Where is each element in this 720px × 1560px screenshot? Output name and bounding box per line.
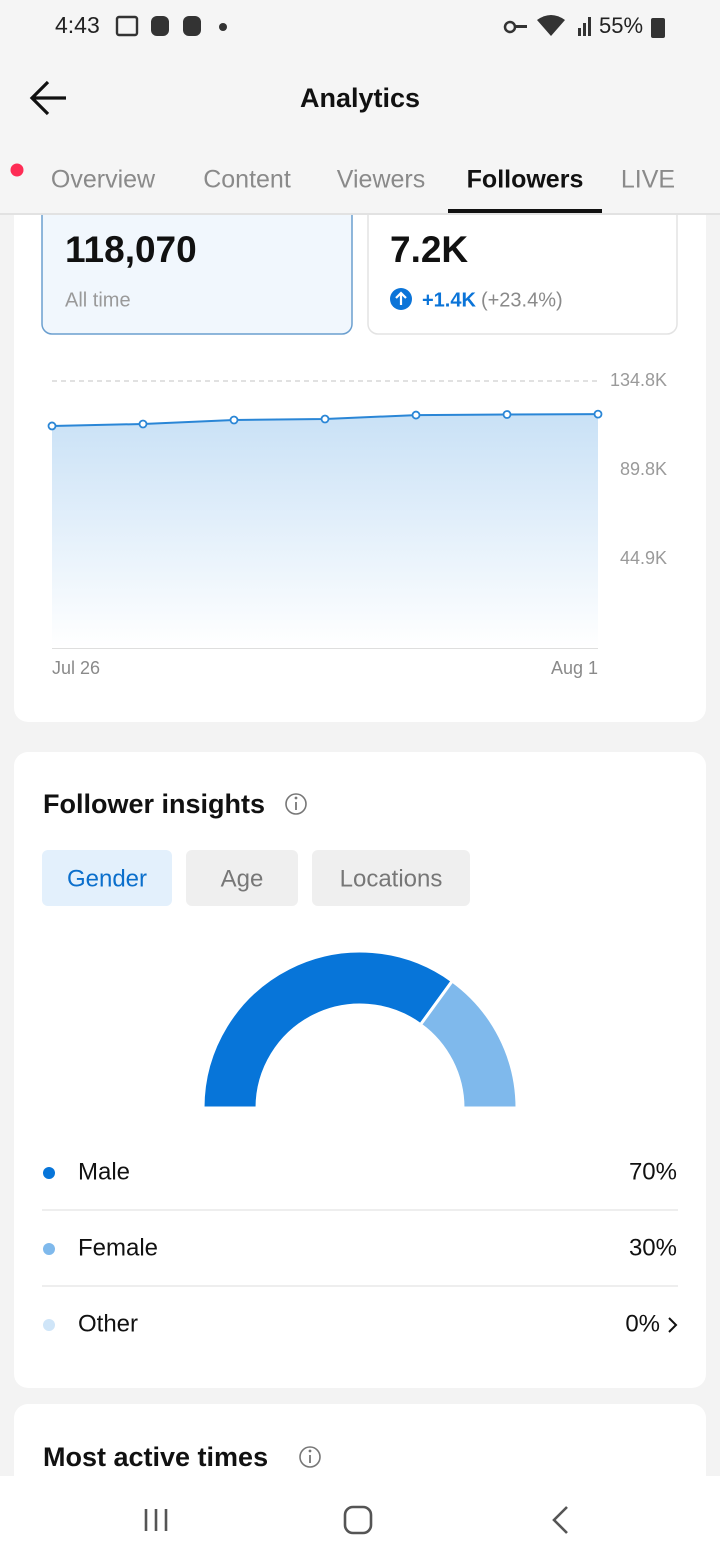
legend-value: 0% xyxy=(625,1310,660,1337)
legend-dot xyxy=(43,1167,55,1179)
legend-label: Male xyxy=(78,1158,130,1185)
tab[interactable]: LIVE xyxy=(621,166,675,194)
page-title: Analytics xyxy=(300,83,420,113)
back-button[interactable] xyxy=(29,80,66,116)
legend-dot xyxy=(43,1319,55,1331)
section-title: Most active times xyxy=(43,1442,268,1472)
point xyxy=(593,409,603,419)
stat-label: All time xyxy=(65,289,131,311)
stat-change: +1.4K xyxy=(422,289,476,311)
tab-indicator xyxy=(448,209,602,213)
filter-chip[interactable] xyxy=(186,850,298,906)
legend-value: 70% xyxy=(629,1158,677,1185)
stat-card[interactable] xyxy=(41,180,353,335)
notification-dot xyxy=(10,163,24,177)
point xyxy=(138,419,148,429)
status-time: 4:43 xyxy=(55,12,100,38)
stat-value: 7.2K xyxy=(390,229,468,270)
area xyxy=(52,414,598,648)
legend-dot xyxy=(43,1243,55,1255)
section-title: Follower insights xyxy=(43,789,265,819)
stat-value: 118,070 xyxy=(65,229,197,270)
point xyxy=(320,414,330,424)
tab[interactable]: Overview xyxy=(51,166,156,194)
donut-segment xyxy=(201,949,455,1110)
filter-label[interactable]: Locations xyxy=(340,865,443,892)
nav-bar xyxy=(0,1476,720,1560)
nav-buttons[interactable] xyxy=(144,1505,568,1535)
x-tick-label: Aug 1 xyxy=(551,658,598,678)
point xyxy=(502,410,512,419)
tab-bar: Overview Content Viewers Followers LIVE xyxy=(51,166,675,213)
x-tick-label: Jul 26 xyxy=(52,658,100,678)
stat-change-pct: (+23.4%) xyxy=(481,289,563,311)
filter-label[interactable]: Gender xyxy=(67,865,147,892)
tab[interactable]: Followers xyxy=(467,166,584,194)
tab[interactable]: Viewers xyxy=(337,166,425,194)
line-chart: 44.9K 89.8K 134.8K Jul 26 Aug 1 xyxy=(47,370,667,678)
filter-group: Gender Age Locations xyxy=(42,850,470,906)
donut-chart: Male 70% Female 30% Other 0% xyxy=(43,949,677,1337)
legend-label: Female xyxy=(78,1234,158,1261)
status-icons xyxy=(115,15,665,38)
card xyxy=(14,752,706,1388)
scroll-area: 118,070 All time 7.2K +1.4K (+23.4%) 44.… xyxy=(14,180,706,1476)
battery-level: 55% xyxy=(599,13,643,38)
y-tick-label: 134.8K xyxy=(610,370,667,390)
point xyxy=(47,421,57,431)
filter-chip[interactable] xyxy=(312,850,470,906)
stat-card[interactable] xyxy=(367,180,678,335)
filter-chip[interactable] xyxy=(42,850,172,906)
filter-label[interactable]: Age xyxy=(221,865,264,892)
legend-value: 30% xyxy=(629,1234,677,1261)
info-icon[interactable] xyxy=(299,1446,321,1468)
y-tick-label: 89.8K xyxy=(620,459,667,479)
card xyxy=(14,1404,706,1476)
tab[interactable]: Content xyxy=(203,166,291,194)
point xyxy=(229,415,239,425)
legend-label: Other xyxy=(78,1310,138,1337)
chevron[interactable] xyxy=(668,1317,678,1333)
up-arrow xyxy=(395,291,407,305)
info-icon[interactable] xyxy=(285,793,307,815)
point xyxy=(411,410,421,420)
y-tick-label: 44.9K xyxy=(620,548,667,568)
